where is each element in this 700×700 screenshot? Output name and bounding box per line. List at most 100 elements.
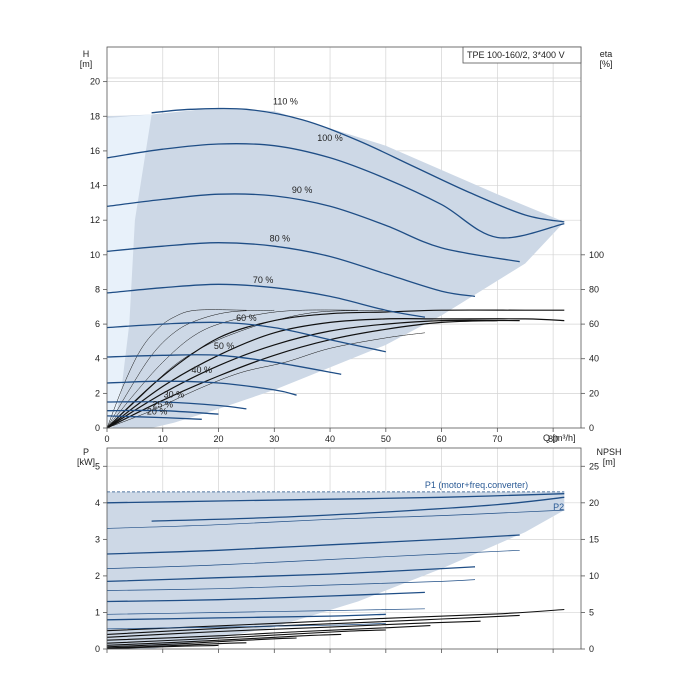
x-tick-label: 60	[437, 434, 447, 444]
npsh-tick-label: 20	[589, 498, 599, 508]
npsh-curve	[106, 633, 342, 646]
efficiency-curve	[106, 318, 565, 429]
power-envelope	[107, 491, 565, 649]
speed-curve-label: 40 %	[192, 365, 213, 375]
p2-curve	[106, 579, 476, 591]
p1-curve	[106, 566, 476, 583]
efficiency-curve	[106, 309, 358, 429]
x-tick-label: 70	[492, 434, 502, 444]
chart-title: TPE 100-160/2, 3*400 V	[467, 50, 565, 60]
head-efficiency-chart: 110 %100 %90 %80 %70 %60 %50 %40 %30 %25…	[80, 46, 613, 444]
x-tick-label: 20	[214, 434, 224, 444]
y2-tick-label: 100	[589, 250, 604, 260]
top-axis-ticks: 0 10 20 30 40 50 60 70 80 0 2 4 6 8 10 12 14 16 18 20 0 20 40 6…	[90, 77, 604, 444]
y-tick-label: 6	[95, 319, 100, 329]
y2-tick-label: 80	[589, 284, 599, 294]
speed-curve	[106, 401, 247, 410]
efficiency-curves	[106, 309, 565, 429]
p-tick-label: 1	[95, 607, 100, 617]
speed-curve	[106, 415, 202, 420]
y-tick-label: 20	[90, 77, 100, 87]
npsh-curve	[106, 614, 520, 635]
p-axis-label: P	[83, 447, 89, 457]
speed-curve-label: 30 %	[164, 389, 185, 399]
npsh-curves	[106, 608, 565, 650]
speed-curve-labels: 110 % 100 % 90 % 80 % 70 % 60 % 50 % 40 % 30 %25…	[147, 97, 343, 417]
speed-curve-label: 100 %	[317, 133, 343, 143]
npsh-axis-label: NPSH	[596, 447, 621, 457]
speed-curve-label: 80 %	[270, 233, 291, 243]
efficiency-curve	[106, 309, 565, 429]
speed-curve	[106, 354, 342, 375]
p1-curve	[106, 534, 520, 555]
speed-curve-label: 90 %	[292, 185, 313, 195]
power-curves	[106, 491, 565, 630]
npsh-curve	[106, 625, 431, 641]
speed-curve-label: 60 %	[236, 313, 257, 323]
y-tick-label: 18	[90, 111, 100, 121]
speed-curve	[106, 321, 386, 353]
chart-title-box: TPE 100-160/2, 3*400 V	[462, 46, 582, 64]
npsh-axis-unit: [m]	[603, 457, 616, 467]
npsh-tick-label: 0	[589, 644, 594, 654]
p-tick-label: 2	[95, 571, 100, 581]
power-npsh-chart: P1 (motor+freq.converter) P2 0 1 2 3 4 5 0 5 10 15…	[77, 447, 622, 654]
x-tick-label: 80	[548, 434, 558, 444]
speed-curve-label: 20 %	[147, 407, 168, 417]
efficiency-curve	[106, 309, 386, 429]
npsh-curve	[106, 620, 481, 638]
operating-envelope	[107, 107, 565, 428]
npsh-tick-label: 15	[589, 534, 599, 544]
efficiency-curve	[106, 309, 247, 429]
speed-curve	[106, 380, 297, 396]
p1-curve	[151, 496, 565, 522]
bottom-envelope-area	[107, 491, 565, 649]
p1-curve	[106, 493, 565, 504]
power-series-label: P2	[553, 502, 564, 512]
min-speed-area	[107, 114, 152, 428]
y2-axis-label: eta	[600, 49, 613, 59]
p2-curve	[106, 509, 565, 529]
y-axis-label: H	[83, 49, 90, 59]
x-tick-label: 50	[381, 434, 391, 444]
y-tick-label: 0	[95, 423, 100, 433]
x-axis-label: Q [m³/h]	[543, 433, 576, 443]
y-tick-label: 12	[90, 215, 100, 225]
p2-curve	[106, 608, 425, 615]
y-tick-label: 2	[95, 388, 100, 398]
speed-curve-label: 110 %	[273, 97, 298, 107]
y2-tick-label: 0	[589, 423, 594, 433]
p-tick-label: 3	[95, 534, 100, 544]
top-envelope-area	[107, 107, 565, 428]
y2-tick-label: 20	[589, 388, 599, 398]
npsh-tick-label: 5	[589, 607, 594, 617]
power-series-label: P1 (motor+freq.converter)	[425, 480, 528, 490]
top-plot-frame	[106, 46, 582, 429]
y-tick-label: 4	[95, 354, 100, 364]
npsh-curve	[106, 637, 297, 648]
p2-curve	[106, 549, 520, 569]
y2-tick-label: 60	[589, 319, 599, 329]
x-tick-label: 10	[158, 434, 168, 444]
speed-curve	[106, 242, 476, 298]
npsh-curve	[106, 642, 247, 649]
chart-title-frame	[462, 46, 582, 64]
p-tick-label: 4	[95, 498, 100, 508]
p2-curve	[106, 623, 386, 630]
npsh-tick-label: 10	[589, 571, 599, 581]
x-tick-label: 0	[104, 434, 109, 444]
bottom-plot-frame	[106, 447, 582, 650]
speed-curve	[106, 283, 426, 318]
p-tick-label: 0	[95, 644, 100, 654]
speed-curve-label: 70 %	[253, 275, 274, 285]
speed-curve-label: 25 %	[153, 400, 174, 410]
speed-curve	[106, 409, 219, 415]
efficiency-curve	[106, 332, 425, 429]
speed-curve	[151, 107, 565, 223]
npsh-curve	[106, 644, 219, 650]
npsh-tick-label: 25	[589, 461, 599, 471]
y-axis-unit: [m]	[80, 59, 93, 69]
y-tick-label: 10	[90, 250, 100, 260]
x-tick-label: 30	[269, 434, 279, 444]
